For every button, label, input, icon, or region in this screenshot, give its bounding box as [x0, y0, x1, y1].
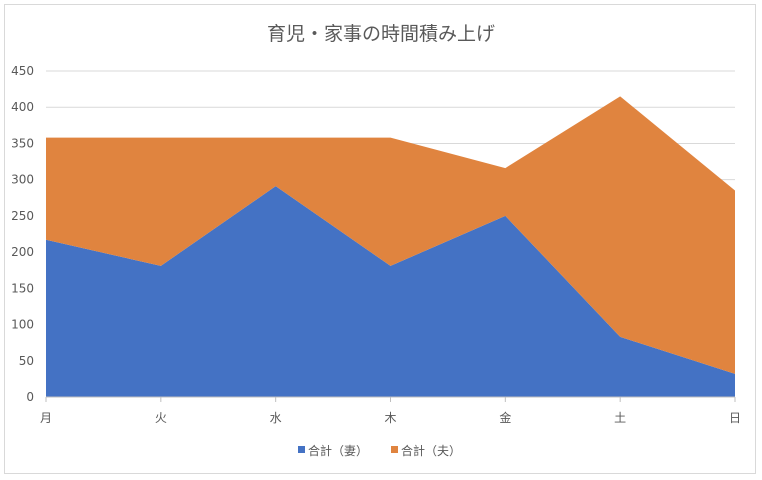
x-tick-label: 日: [729, 411, 741, 425]
y-tick-label: 0: [26, 390, 34, 404]
x-tick-label: 木: [384, 411, 396, 425]
legend-label: 合計（妻）: [308, 443, 368, 458]
x-tick-label: 金: [499, 410, 511, 425]
legend: 合計（妻） 合計（夫）: [298, 443, 461, 458]
y-tick-label: 150: [11, 281, 34, 295]
legend-swatch: [298, 446, 305, 453]
x-axis: 月火水木金土日: [40, 396, 741, 425]
chart-title: 育児・家事の時間積み上げ: [267, 23, 495, 45]
area-series-2: [46, 96, 735, 374]
x-tick-label: 土: [614, 411, 626, 425]
y-tick-label: 400: [11, 100, 34, 114]
area-series: [46, 96, 735, 397]
y-tick-label: 350: [11, 136, 34, 150]
y-tick-label: 50: [19, 354, 34, 368]
y-tick-label: 450: [11, 64, 34, 78]
y-tick-label: 300: [11, 173, 34, 187]
legend-label: 合計（夫）: [401, 443, 461, 458]
y-tick-label: 100: [11, 318, 34, 332]
x-tick-label: 水: [270, 411, 282, 425]
legend-swatch: [391, 446, 398, 453]
area-series-1: [46, 186, 735, 397]
y-axis-ticks: 0 50 100 150 200 250 300 350 400 450: [11, 64, 34, 404]
y-tick-label: 200: [11, 245, 34, 259]
x-tick-label: 火: [155, 411, 167, 425]
y-tick-label: 250: [11, 209, 34, 223]
x-tick-label: 月: [40, 411, 52, 425]
